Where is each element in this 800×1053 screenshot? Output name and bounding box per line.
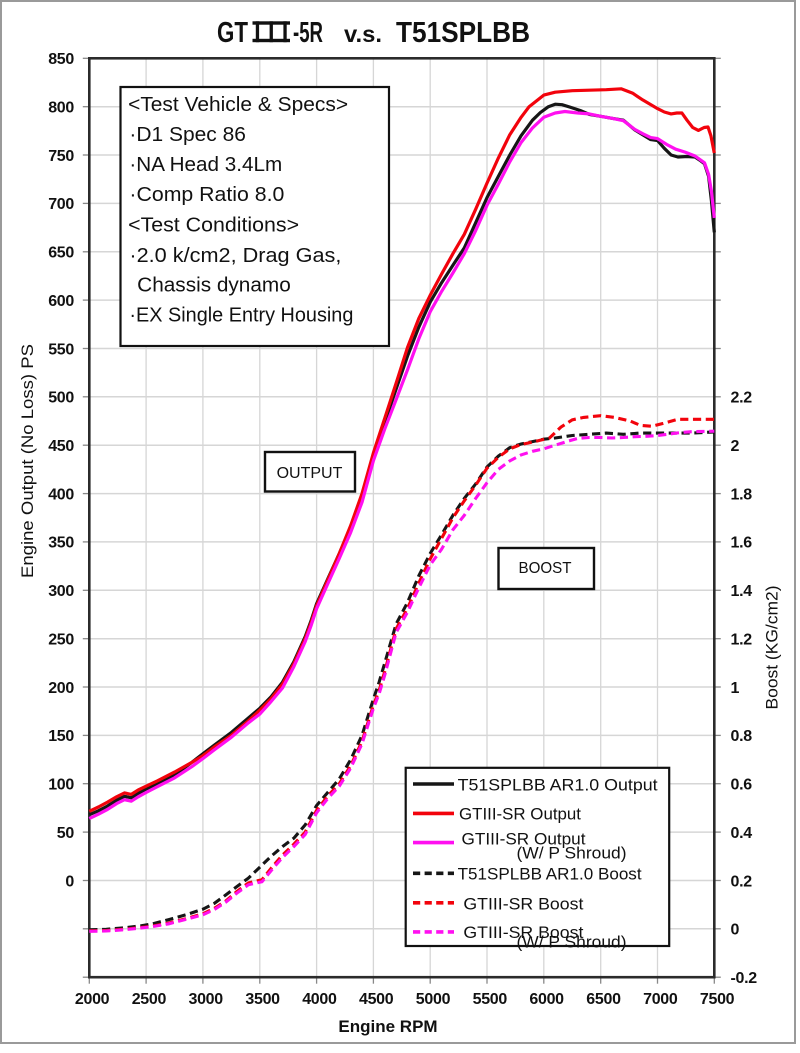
svg-text:1.4: 1.4 xyxy=(731,583,753,600)
svg-text:BOOST: BOOST xyxy=(519,560,572,577)
svg-text:4500: 4500 xyxy=(359,991,394,1008)
svg-text:400: 400 xyxy=(48,486,74,503)
svg-text:0.2: 0.2 xyxy=(731,873,753,890)
svg-text:850: 850 xyxy=(48,51,74,68)
svg-text:3000: 3000 xyxy=(188,991,223,1008)
svg-text:5500: 5500 xyxy=(473,991,508,1008)
svg-text:·Comp Ratio 8.0: ·Comp Ratio 8.0 xyxy=(129,183,284,206)
svg-text:7500: 7500 xyxy=(700,991,735,1008)
svg-text:2.2: 2.2 xyxy=(731,390,753,407)
svg-text:100: 100 xyxy=(48,777,74,794)
svg-text:·D1 Spec 86: ·D1 Spec 86 xyxy=(129,123,246,146)
svg-text:-5R: -5R xyxy=(293,17,323,49)
svg-text:700: 700 xyxy=(48,196,74,213)
svg-text:0.8: 0.8 xyxy=(731,728,753,745)
svg-text:GTIII-SR Output: GTIII-SR Output xyxy=(462,829,586,848)
svg-text:250: 250 xyxy=(48,632,74,649)
svg-text:350: 350 xyxy=(48,535,74,552)
svg-text:·NA Head 3.4Lm: ·NA Head 3.4Lm xyxy=(129,153,282,176)
svg-text:750: 750 xyxy=(48,148,74,165)
svg-text:Chassis dynamo: Chassis dynamo xyxy=(137,274,291,297)
svg-text:OUTPUT: OUTPUT xyxy=(277,465,343,482)
svg-text:800: 800 xyxy=(48,100,74,117)
svg-text:450: 450 xyxy=(48,438,74,455)
svg-text:5000: 5000 xyxy=(416,991,451,1008)
svg-text:200: 200 xyxy=(48,680,74,697)
svg-text:3500: 3500 xyxy=(245,991,280,1008)
svg-text:·EX Single Entry Housing: ·EX Single Entry Housing xyxy=(129,304,353,327)
svg-text:v.s.: v.s. xyxy=(344,21,382,47)
svg-text:T51SPLBB: T51SPLBB xyxy=(396,17,530,49)
svg-text:1: 1 xyxy=(731,680,740,697)
svg-text:0: 0 xyxy=(65,873,74,890)
svg-text:1.2: 1.2 xyxy=(731,632,753,649)
svg-text:(W/ P Shroud): (W/ P Shroud) xyxy=(517,933,627,952)
svg-text:T51SPLBB AR1.0 Output: T51SPLBB AR1.0 Output xyxy=(458,775,658,794)
svg-text:<Test Vehicle & Specs>: <Test Vehicle & Specs> xyxy=(128,93,348,116)
svg-text:7000: 7000 xyxy=(643,991,678,1008)
svg-text:6500: 6500 xyxy=(586,991,621,1008)
svg-text:GTIII-SR Output: GTIII-SR Output xyxy=(459,805,581,824)
svg-text:50: 50 xyxy=(57,825,75,842)
svg-text:650: 650 xyxy=(48,245,74,262)
svg-text:0.4: 0.4 xyxy=(731,825,753,842)
svg-text:<Test Conditions>: <Test Conditions> xyxy=(128,214,299,237)
svg-text:300: 300 xyxy=(48,583,74,600)
svg-text:500: 500 xyxy=(48,390,74,407)
svg-text:1.8: 1.8 xyxy=(731,486,753,503)
svg-text:1.6: 1.6 xyxy=(731,535,753,552)
svg-text:4000: 4000 xyxy=(302,991,337,1008)
svg-text:T51SPLBB AR1.0 Boost: T51SPLBB AR1.0 Boost xyxy=(458,864,642,883)
svg-text:GTIII-SR Boost: GTIII-SR Boost xyxy=(463,923,583,942)
svg-text:0: 0 xyxy=(731,922,740,939)
svg-text:150: 150 xyxy=(48,728,74,745)
svg-text:2500: 2500 xyxy=(132,991,167,1008)
svg-text:600: 600 xyxy=(48,293,74,310)
svg-text:0.6: 0.6 xyxy=(731,777,753,794)
svg-text:GTIII-SR Boost: GTIII-SR Boost xyxy=(463,895,583,914)
svg-text:2: 2 xyxy=(731,438,740,455)
svg-text:550: 550 xyxy=(48,341,74,358)
svg-text:GT: GT xyxy=(217,17,248,49)
svg-text:6000: 6000 xyxy=(529,991,564,1008)
svg-text:Engine Output (No Loss) PS: Engine Output (No Loss) PS xyxy=(18,344,37,578)
svg-text:2000: 2000 xyxy=(75,991,110,1008)
svg-text:·2.0 k/cm2, Drag Gas,: ·2.0 k/cm2, Drag Gas, xyxy=(129,244,341,267)
svg-text:-0.2: -0.2 xyxy=(731,970,758,987)
svg-text:Boost (KG/cm2): Boost (KG/cm2) xyxy=(763,586,782,710)
svg-text:(W/ P Shroud): (W/ P Shroud) xyxy=(517,844,627,863)
svg-text:Engine RPM: Engine RPM xyxy=(338,1017,437,1036)
